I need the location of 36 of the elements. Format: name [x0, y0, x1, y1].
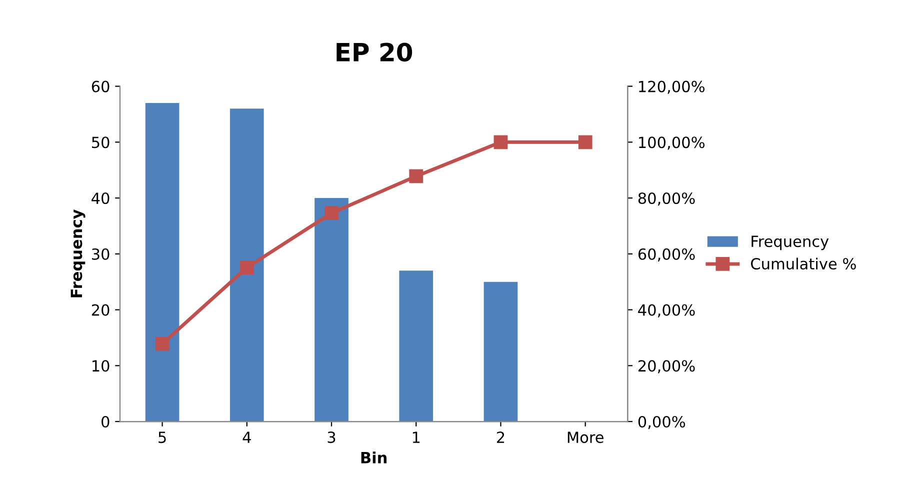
x-tick-label: More — [568, 432, 604, 444]
y-tick-label: 20 — [92, 304, 110, 316]
bar — [314, 198, 348, 422]
y2-tick-label: 40,00% — [638, 304, 695, 318]
x-tick-label: 1 — [412, 432, 420, 443]
point — [494, 135, 508, 150]
x-tick-label: 2 — [496, 432, 504, 443]
bar — [399, 270, 434, 422]
chart-title: EP 20 — [336, 42, 412, 62]
y2-tick-label: 100,00% — [639, 136, 704, 150]
bar — [484, 282, 518, 422]
y2-tick-label: 60,00% — [638, 248, 695, 262]
y-tick-label: 10 — [92, 360, 110, 372]
point — [155, 336, 170, 351]
y-tick-label: 40 — [92, 192, 110, 204]
legend-label: Cumulative % — [751, 258, 856, 270]
y-tick-label: 50 — [92, 136, 110, 148]
y-tick-label: 0 — [102, 416, 110, 428]
y-tick-label: 30 — [92, 248, 110, 260]
y2-tick-label: 0,00% — [638, 416, 686, 430]
point — [578, 135, 592, 150]
y-tick-label: 60 — [92, 80, 110, 92]
y2-tick-label: 20,00% — [638, 360, 695, 374]
x-axis-title: Bin — [361, 452, 386, 464]
point — [324, 206, 338, 220]
x-tick-label: 5 — [158, 432, 166, 444]
x-tick-label: 3 — [328, 432, 336, 444]
point — [409, 169, 424, 184]
y2-tick-label: 120,00% — [639, 80, 704, 94]
legend-label: Frequency — [752, 236, 829, 250]
y-axis-title: Frequency — [70, 209, 86, 298]
x-tick-label: 4 — [242, 432, 251, 443]
bar — [145, 103, 180, 422]
bar — [230, 108, 264, 422]
point — [240, 260, 254, 275]
y2-tick-label: 80,00% — [638, 192, 695, 206]
